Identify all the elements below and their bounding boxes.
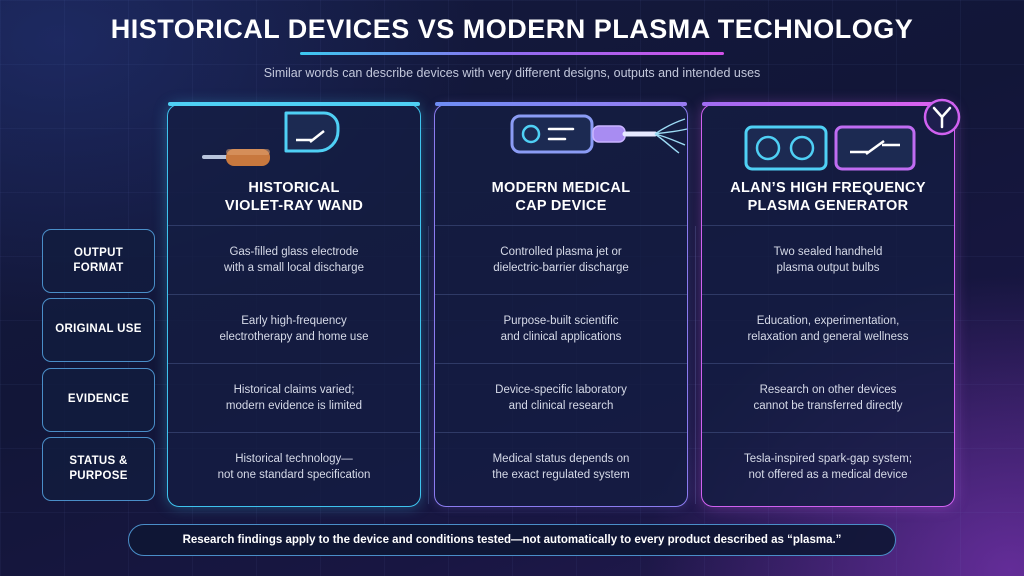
column-heading-line: VIOLET-RAY WAND — [224, 198, 364, 214]
cell-line: Early high-frequency — [241, 315, 347, 327]
column-cap-device: MODERN MEDICAL CAP DEVICE Controlled pla… — [434, 102, 688, 507]
cell-line: and clinical applications — [500, 331, 622, 343]
cell-line: plasma output bulbs — [776, 262, 880, 274]
column-accent-bar — [168, 102, 420, 106]
table-cell: Research on other devices cannot be tran… — [702, 363, 954, 432]
row-label-original-use: ORIGINAL USE — [42, 298, 155, 362]
column-accent-bar — [435, 102, 687, 106]
table-cell: Purpose-built scientific and clinical ap… — [435, 294, 687, 363]
table-cell: Medical status depends on the exact regu… — [435, 432, 687, 501]
cell-line: not offered as a medical device — [748, 469, 908, 481]
table-cell: Historical claims varied; modern evidenc… — [168, 363, 420, 432]
column-heading-line: HISTORICAL — [248, 180, 340, 196]
table-cell: Two sealed handheld plasma output bulbs — [702, 225, 954, 294]
cell-line: Research on other devices — [759, 384, 897, 396]
cell-line: Controlled plasma jet or — [500, 246, 622, 258]
cell-line: Historical claims varied; — [233, 384, 355, 396]
row-label-line: STATUS & — [69, 454, 128, 467]
column-heading-line: ALAN’S HIGH FREQUENCY — [730, 180, 926, 196]
cell-line: with a small local discharge — [224, 262, 364, 274]
table-cell: Education, experimentation, relaxation a… — [702, 294, 954, 363]
row-label-status-purpose: STATUS & PURPOSE — [42, 437, 155, 501]
footer-text: Research findings apply to the device an… — [182, 534, 842, 546]
cell-line: Device-specific laboratory — [495, 384, 627, 396]
cell-line: dielectric-barrier discharge — [493, 262, 629, 274]
column-heading-line: CAP DEVICE — [515, 198, 607, 214]
table-cell: Early high-frequency electrotherapy and … — [168, 294, 420, 363]
page-title: HISTORICAL DEVICES VS MODERN PLASMA TECH… — [110, 14, 914, 44]
cell-line: Gas-filled glass electrode — [229, 246, 359, 258]
cap-device-icon — [510, 114, 688, 154]
cell-line: cannot be transferred directly — [753, 400, 903, 412]
column-accent-bar — [702, 102, 954, 106]
column-plasma-generator: ALAN’S HIGH FREQUENCY PLASMA GENERATOR T… — [701, 98, 961, 507]
column-heading-line: PLASMA GENERATOR — [747, 198, 909, 214]
plasma-bulb-icon — [923, 98, 961, 136]
table-cell: Controlled plasma jet or dielectric-barr… — [435, 225, 687, 294]
footer-note: Research findings apply to the device an… — [128, 524, 896, 556]
cell-line: Education, experimentation, — [756, 315, 900, 327]
cell-line: Tesla-inspired spark-gap system; — [743, 453, 913, 465]
column-separator — [428, 226, 429, 504]
row-label-output-format: OUTPUT FORMAT — [42, 229, 155, 293]
table-cell: Device-specific laboratory and clinical … — [435, 363, 687, 432]
table-cell: Historical technology— not one standard … — [168, 432, 420, 501]
cell-line: not one standard specification — [217, 469, 371, 481]
column-heading: HISTORICAL VIOLET-RAY WAND — [168, 179, 420, 215]
cell-line: Purpose-built scientific — [503, 315, 619, 327]
column-heading-line: MODERN MEDICAL — [491, 180, 631, 196]
column-violet-ray-wand: HISTORICAL VIOLET-RAY WAND Gas-filled gl… — [167, 102, 421, 507]
row-label-line: ORIGINAL USE — [55, 323, 142, 336]
row-label-line: FORMAT — [73, 262, 124, 274]
cell-line: Medical status depends on — [492, 453, 630, 465]
column-separator — [695, 226, 696, 504]
row-label-evidence: EVIDENCE — [42, 368, 155, 432]
row-label-line: PURPOSE — [69, 470, 128, 482]
row-label-line: OUTPUT — [73, 246, 124, 259]
cell-line: relaxation and general wellness — [747, 331, 909, 343]
column-heading: ALAN’S HIGH FREQUENCY PLASMA GENERATOR — [702, 179, 954, 215]
cell-line: Two sealed handheld — [773, 246, 883, 258]
cell-line: and clinical research — [508, 400, 614, 412]
cell-line: Historical technology— — [235, 453, 353, 465]
table-cell: Tesla-inspired spark-gap system; not off… — [702, 432, 954, 501]
cell-line: modern evidence is limited — [225, 400, 363, 412]
page-subtitle: Similar words can describe devices with … — [263, 66, 761, 80]
cell-line: the exact regulated system — [492, 469, 630, 481]
violet-ray-wand-icon — [202, 111, 340, 166]
table-cell: Gas-filled glass electrode with a small … — [168, 225, 420, 294]
row-label-line: EVIDENCE — [67, 393, 130, 406]
plasma-generator-icon — [744, 125, 916, 171]
column-heading: MODERN MEDICAL CAP DEVICE — [435, 179, 687, 215]
cell-line: electrotherapy and home use — [219, 331, 369, 343]
title-underline — [300, 52, 724, 55]
